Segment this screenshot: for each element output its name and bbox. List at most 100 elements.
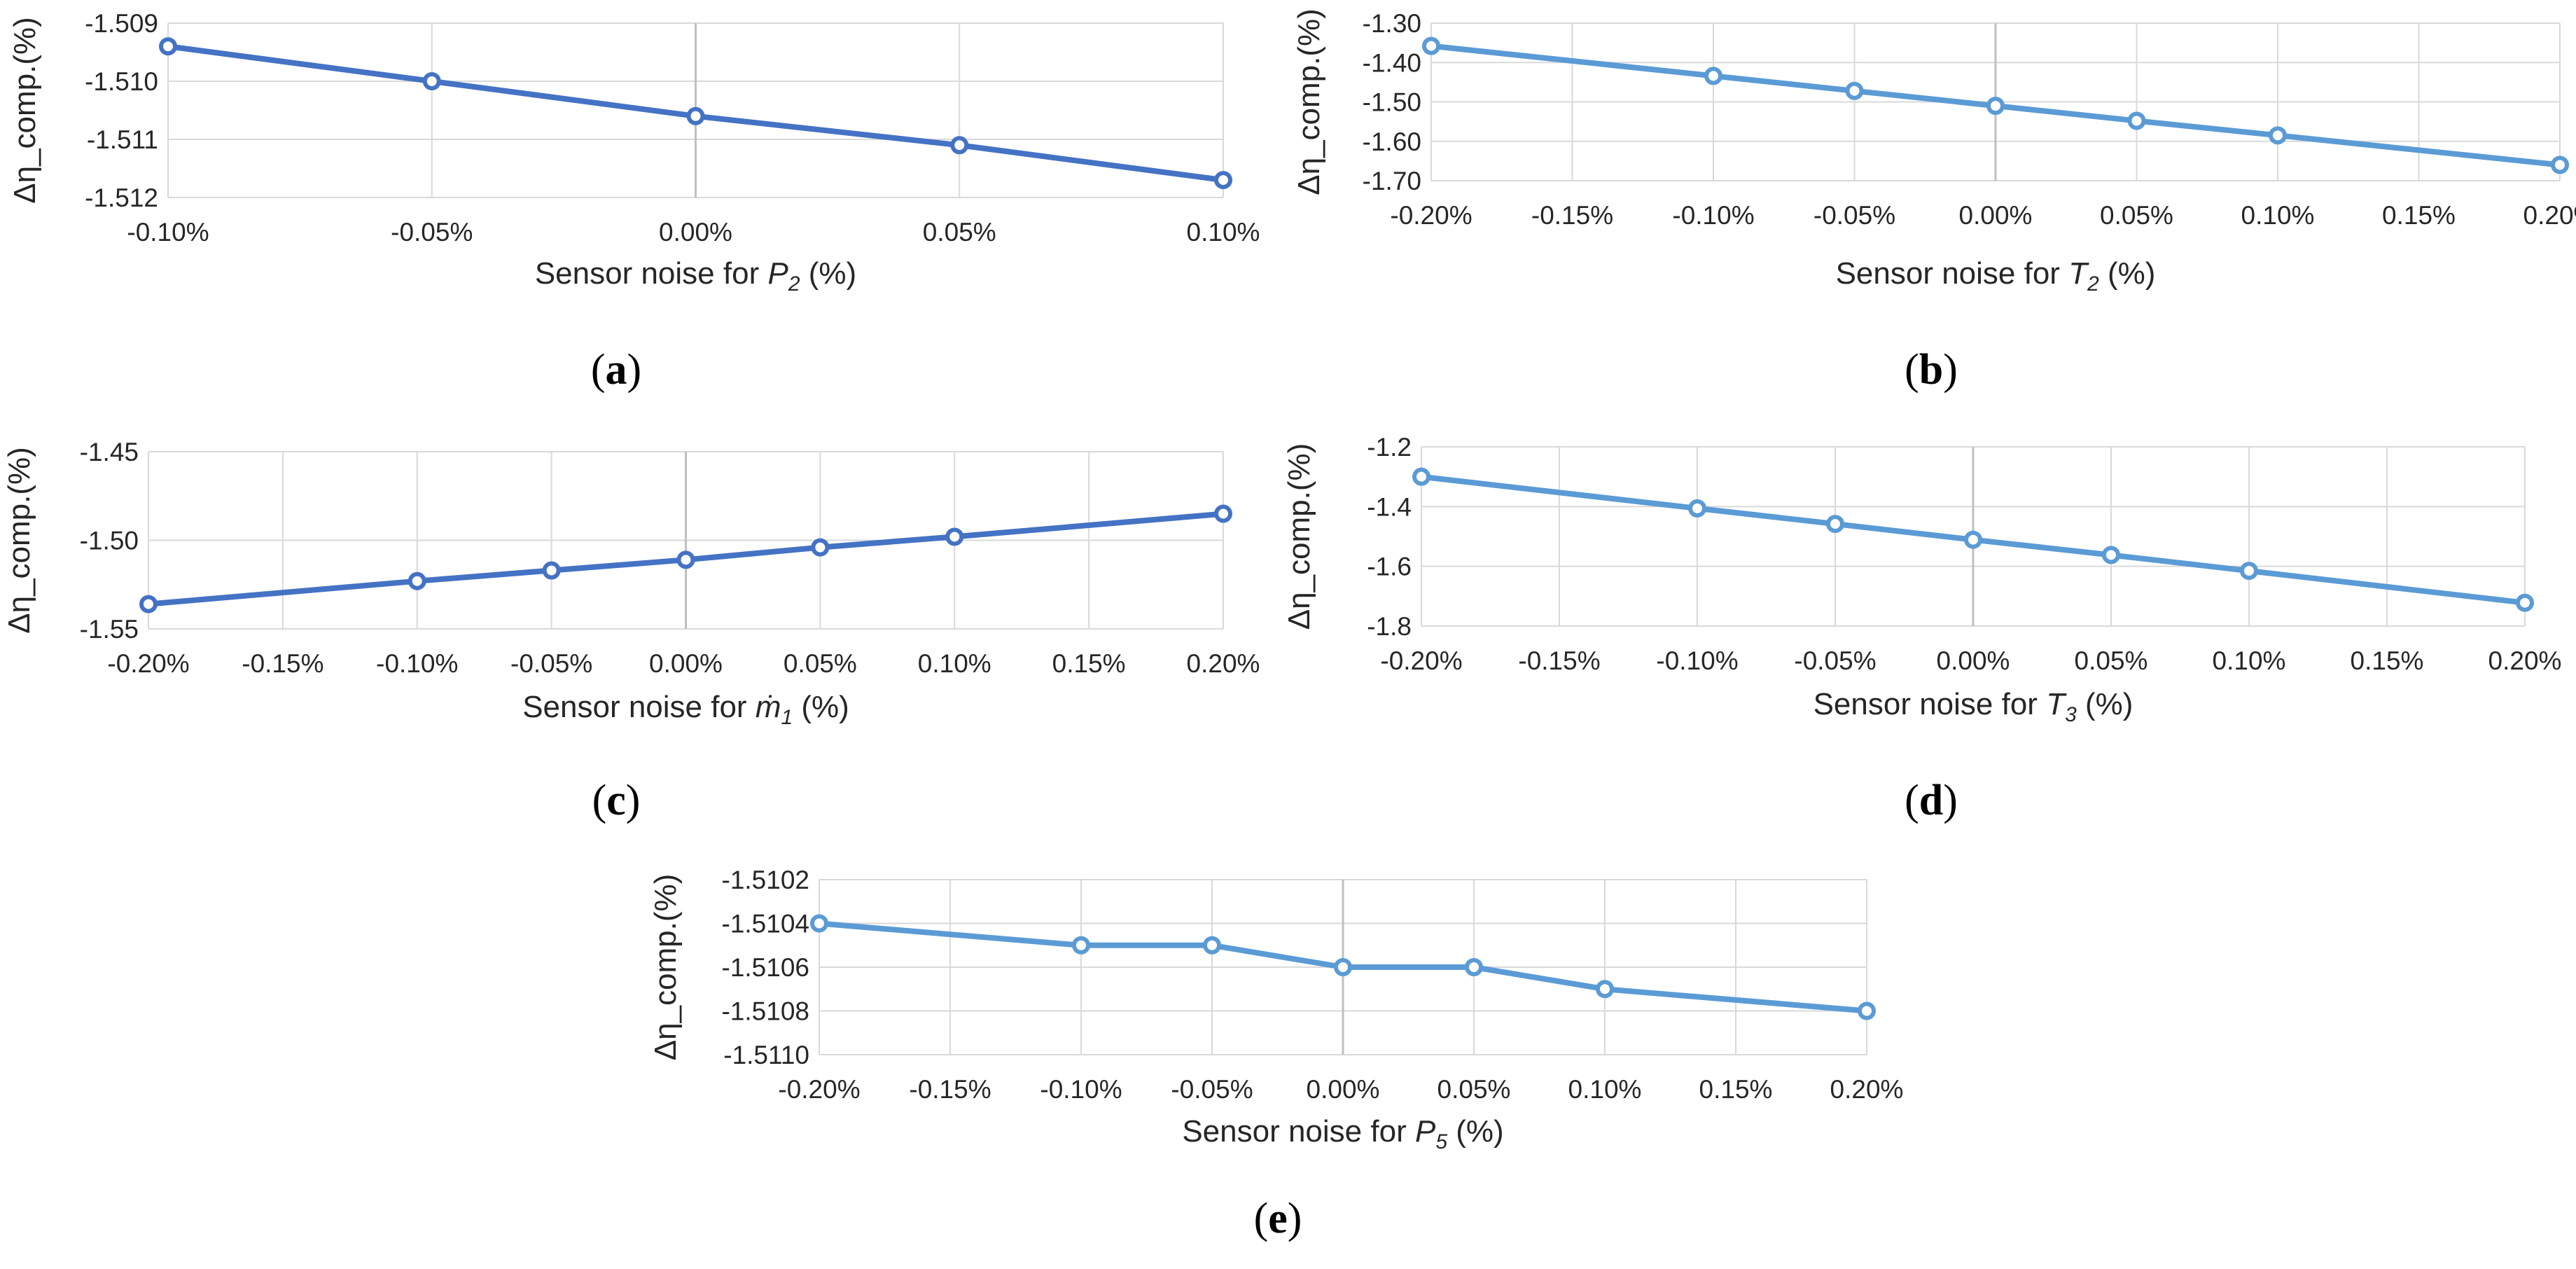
x-tick-label: -0.05% [1171,1075,1253,1104]
data-point-marker [2516,593,2534,612]
chart-panel-b: -1.30 -1.40 -1.50 -1.60 -1.70 -0.20% -0.15% -0.… [1292,8,2576,394]
y-tick-label: -1.510 [85,67,158,96]
data-point-marker [1845,81,1864,100]
y-tick-label: -1.60 [1363,127,1421,156]
x-tick-label: -0.20% [1390,201,1472,230]
x-tick-label: 0.15% [2351,646,2424,675]
y-tick-label: -1.5104 [722,910,810,938]
panel-label: (d) [1905,777,1958,824]
y-tick-label: -1.5108 [722,997,810,1026]
y-tick-label: -1.509 [85,9,158,38]
y-tick-label: -1.50 [1363,88,1421,117]
y-tick-label: -1.30 [1363,9,1421,38]
data-point-marker [810,914,828,933]
x-tick-label: 0.20% [2523,201,2576,230]
data-point-marker [159,37,177,56]
y-axis-title: Δη_comp.(%) [648,874,683,1061]
data-point-marker [686,106,705,125]
x-tick-label: 0.00% [649,649,723,678]
y-tick-label: -1.8 [1367,612,1412,641]
x-tick-label: 0.00% [1959,201,2033,230]
x-tick-label: 0.10% [1568,1075,1642,1104]
x-tick-label: -0.15% [1518,646,1600,675]
y-axis-title: Δη_comp.(%) [1292,8,1326,195]
x-tick-label: -0.15% [242,649,323,678]
y-tick-label: -1.6 [1367,553,1412,581]
data-point-marker [1412,467,1430,486]
data-point-marker [811,538,830,557]
data-point-marker [1214,171,1232,190]
data-point-marker [2102,546,2120,564]
x-tick-label: 0.20% [1830,1075,1904,1104]
x-tick-label: 0.15% [1699,1075,1773,1104]
x-tick-label: 0.05% [2075,646,2148,675]
data-point-marker [1214,504,1232,523]
y-tick-label: -1.512 [85,183,158,212]
data-point-marker [408,571,426,590]
x-tick-label: -0.20% [1380,646,1462,675]
data-point-marker [139,595,158,613]
data-point-marker [1704,67,1722,85]
y-tick-label: -1.5110 [723,1041,809,1069]
chart-panel-e: -1.5102 -1.5104 -1.5106 -1.5108 -1.5110 -0.20… [648,866,1903,1242]
y-tick-label: -1.45 [80,438,139,466]
data-point-marker [1465,958,1483,976]
x-axis-title: Sensor noise for P5 (%) [1182,1114,1503,1153]
data-point-marker [1688,499,1706,518]
x-tick-label: 0.05% [1437,1075,1511,1104]
x-tick-label: 0.15% [1052,649,1126,678]
x-tick-label: 0.10% [1187,218,1260,247]
data-point-marker [1334,958,1352,976]
x-tick-label: -0.05% [391,218,473,247]
x-tick-label: 0.00% [1307,1075,1380,1104]
x-tick-label: -0.05% [1813,201,1895,230]
data-point-marker [1203,936,1221,955]
x-axis-title: Sensor noise for T2 (%) [1836,256,2156,296]
y-tick-label: -1.40 [1363,48,1421,77]
y-tick-label: -1.50 [80,527,139,555]
y-tick-label: -1.55 [80,615,139,644]
x-tick-label: 0.10% [2241,201,2315,230]
x-tick-label: 0.10% [2213,646,2286,675]
data-point-marker [1858,1001,1876,1020]
x-tick-label: 0.05% [2100,201,2173,230]
x-tick-label: -0.15% [1531,201,1613,230]
x-tick-label: 0.15% [2382,201,2456,230]
chart-panel-c: -1.45 -1.50 -1.55 -0.20% -0.15% -0.10% -0.05% 0… [2,438,1260,824]
x-tick-label: 0.20% [1187,649,1260,678]
data-point-marker [422,72,441,90]
x-tick-label: -0.10% [1656,646,1738,675]
x-tick-label: 0.20% [2488,646,2562,675]
y-axis-title: Δη_comp.(%) [1282,443,1316,630]
panel-label: (b) [1905,346,1958,394]
y-tick-label: -1.70 [1363,167,1421,195]
panel-label: (a) [591,346,641,394]
data-point-marker [945,527,964,546]
x-tick-label: -0.10% [127,218,209,247]
data-point-marker [1072,936,1090,955]
y-tick-label: -1.2 [1367,433,1412,462]
x-tick-label: -0.10% [1672,201,1754,230]
x-tick-label: -0.20% [107,649,189,678]
y-axis-title: Δη_comp.(%) [2,447,36,634]
x-tick-label: -0.05% [1794,646,1876,675]
panel-label: (c) [592,777,641,824]
x-tick-label: -0.10% [376,649,458,678]
data-point-marker [676,550,695,569]
y-tick-label: -1.5106 [722,953,810,982]
panel-label: (e) [1254,1195,1302,1242]
data-point-marker [1986,97,2005,116]
x-axis-title: Sensor noise for T3 (%) [1813,687,2133,726]
x-tick-label: 0.05% [923,218,996,247]
data-point-marker [542,561,561,580]
data-point-marker [950,136,969,155]
y-axis-title: Δη_comp.(%) [8,17,42,204]
data-point-marker [1964,530,1982,549]
x-tick-label: -0.20% [778,1075,860,1104]
x-tick-label: 0.05% [784,649,857,678]
y-tick-label: -1.511 [87,125,158,154]
chart-panel-d: -1.2 -1.4 -1.6 -1.8 -0.20% -0.15% -0.10% -0.05%… [1282,433,2561,824]
x-axis-title: Sensor noise for P2 (%) [535,256,856,296]
data-point-marker [2551,155,2569,174]
